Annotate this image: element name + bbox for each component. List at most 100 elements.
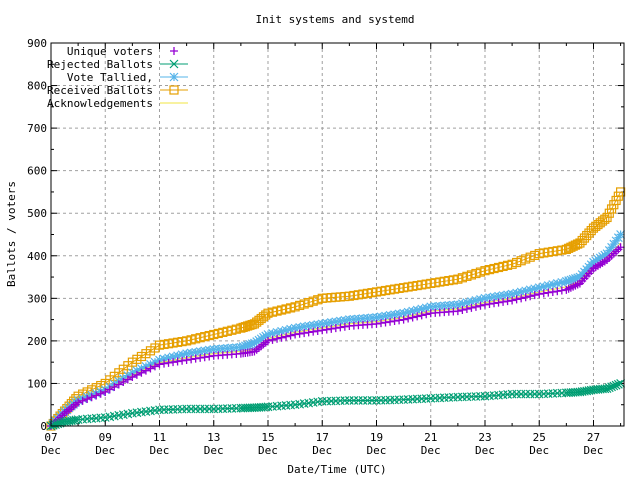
data-point (205, 352, 214, 361)
data-point (381, 311, 390, 321)
data-point (462, 304, 471, 313)
y-axis-label: Ballots / voters (5, 181, 18, 287)
data-point (146, 359, 155, 369)
data-point (169, 358, 178, 367)
data-point (150, 362, 159, 371)
data-point (173, 357, 182, 366)
x-tick-month: Dec (367, 444, 387, 457)
data-point (412, 305, 422, 315)
data-point (222, 343, 232, 353)
data-point (218, 344, 228, 354)
data-point (141, 361, 151, 371)
series-line (50, 246, 621, 427)
series-unique-voters (47, 243, 625, 430)
data-point (385, 310, 395, 320)
data-point (548, 287, 557, 296)
data-point (607, 242, 616, 252)
data-point (604, 383, 614, 393)
legend-label: Received Ballots (47, 84, 153, 97)
x-tick-label: 27 (587, 431, 600, 444)
data-point (128, 373, 137, 382)
data-point (494, 298, 503, 307)
data-point (422, 310, 431, 319)
data-point (521, 293, 530, 302)
data-point (195, 347, 205, 356)
legend-label: Rejected Ballots (47, 58, 153, 71)
x-tick-month: Dec (204, 444, 224, 457)
data-point (508, 296, 517, 305)
data-point (340, 322, 349, 331)
data-point (570, 274, 580, 283)
y-tick-label: 900 (27, 37, 47, 50)
data-point (240, 341, 250, 351)
data-point (358, 314, 368, 323)
data-point (552, 279, 562, 288)
data-point (561, 276, 571, 286)
data-point (485, 293, 494, 303)
data-point (245, 340, 255, 349)
data-point (340, 315, 350, 325)
data-point (186, 348, 196, 358)
data-point (399, 315, 408, 324)
data-point (160, 359, 169, 368)
data-point (557, 286, 566, 295)
data-point (616, 187, 626, 197)
data-point (83, 395, 92, 404)
data-point (136, 364, 146, 373)
data-point (141, 366, 150, 375)
data-point (408, 313, 417, 322)
x-tick-month: Dec (584, 444, 604, 457)
x-tick-month: Dec (475, 444, 495, 457)
data-point (87, 393, 96, 402)
data-point (204, 345, 214, 355)
data-point (548, 280, 558, 289)
x-tick-label: 25 (533, 431, 546, 444)
data-point (322, 318, 332, 328)
plot-border (50, 42, 625, 427)
legend-marker (169, 59, 179, 69)
data-point (105, 385, 114, 394)
data-point (444, 301, 454, 310)
data-point (363, 313, 372, 323)
legend-marker (170, 47, 178, 55)
data-point (200, 346, 210, 356)
data-point (231, 343, 241, 353)
x-tick-label: 21 (424, 431, 437, 444)
data-point (557, 277, 567, 287)
data-point (263, 330, 273, 339)
data-point (96, 389, 105, 398)
data-point (503, 290, 513, 300)
data-point (543, 281, 553, 290)
x-tick-month: Dec (95, 444, 115, 457)
series-rejected-ballots (46, 379, 626, 431)
data-point (247, 339, 257, 349)
x-tick-label: 11 (153, 431, 166, 444)
x-tick-label: 17 (316, 431, 329, 444)
data-point (376, 312, 386, 322)
data-point (611, 236, 621, 246)
data-point (462, 298, 472, 308)
data-point (403, 307, 413, 317)
data-point (490, 299, 499, 308)
data-point (331, 324, 340, 333)
data-point (417, 304, 427, 314)
data-point (290, 323, 300, 333)
x-tick-month: Dec (258, 444, 278, 457)
data-point (268, 329, 277, 338)
data-point (390, 310, 399, 320)
data-point (512, 295, 521, 304)
data-point (114, 380, 123, 389)
data-point (390, 317, 399, 326)
data-point (164, 353, 173, 363)
data-point (227, 343, 237, 353)
data-point (512, 288, 522, 298)
data-point (553, 287, 562, 296)
y-tick-label: 300 (27, 292, 47, 305)
y-tick-label: 400 (27, 250, 47, 263)
data-point (92, 391, 101, 400)
y-tick-label: 600 (27, 165, 47, 178)
data-point (295, 322, 305, 332)
data-point (564, 276, 574, 286)
data-point (344, 315, 354, 325)
